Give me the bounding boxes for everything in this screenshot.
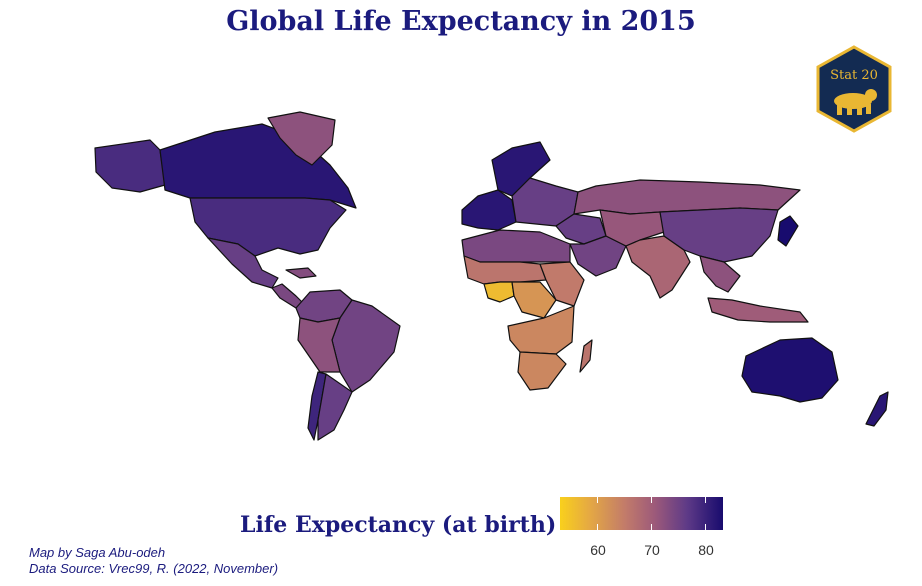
logo-text: Stat 20 — [830, 68, 878, 83]
region-argentina — [317, 373, 353, 441]
region-usa — [189, 197, 347, 257]
bear-icon — [834, 89, 877, 115]
legend-tick-mark — [705, 497, 706, 503]
region-madagascar — [579, 339, 593, 373]
region-china — [659, 207, 779, 263]
region-southeast-asia — [699, 255, 741, 293]
legend-tick-mark — [705, 524, 706, 530]
region-peru-bolivia — [297, 317, 341, 373]
region-sahel — [463, 255, 547, 285]
data-source-credit: Data Source: Vrec99, R. (2022, November) — [29, 561, 279, 576]
legend-tick-label: 60 — [590, 542, 606, 558]
logo-hexagon — [816, 45, 892, 133]
region-iran-arabia — [569, 235, 627, 277]
stat20-logo: Stat 20 — [816, 45, 892, 133]
legend-tick-mark — [597, 497, 598, 503]
region-south-africa — [517, 351, 567, 391]
region-central-asia — [599, 209, 665, 247]
region-western-europe — [461, 189, 517, 231]
region-nigeria — [483, 281, 515, 303]
region-new-zealand — [865, 391, 889, 427]
legend-title: Life Expectancy (at birth) — [240, 512, 557, 538]
region-greenland — [267, 111, 336, 166]
page-title: Global Life Expectancy in 2015 — [226, 6, 696, 37]
legend-tick-label: 80 — [698, 542, 714, 558]
region-india — [625, 235, 691, 299]
region-mexico — [207, 237, 279, 289]
region-brazil — [331, 299, 401, 393]
legend-tick-mark — [597, 524, 598, 530]
region-southern-africa — [507, 305, 575, 355]
legend-tick-mark — [651, 497, 652, 503]
region-caribbean — [285, 267, 317, 279]
region-alaska — [94, 139, 166, 193]
legend-colorbar — [560, 497, 723, 530]
legend-tick-mark — [651, 524, 652, 530]
region-indonesia — [707, 297, 809, 323]
region-australia — [741, 337, 839, 403]
legend-tick-label: 70 — [644, 542, 660, 558]
region-japan — [777, 215, 799, 247]
region-north-africa — [461, 229, 571, 263]
author-credit: Map by Saga Abu-odeh — [29, 545, 166, 560]
